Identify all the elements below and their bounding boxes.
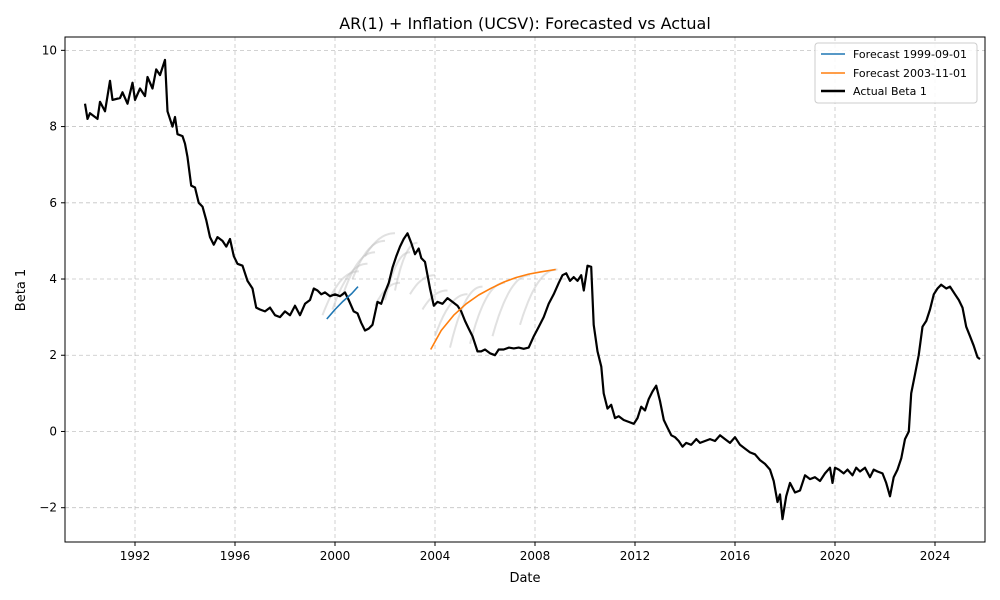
- y-tick-label: 4: [49, 272, 57, 286]
- forecast-2003-line: [429, 268, 556, 350]
- background-forecast-line: [341, 251, 376, 297]
- x-tick-label: 1996: [220, 549, 251, 563]
- background-forecast-line: [409, 274, 435, 295]
- x-tick-label: 2012: [620, 549, 651, 563]
- x-tick-label: 2004: [420, 549, 451, 563]
- series-layer: [83, 58, 981, 521]
- x-axis-title: Date: [509, 571, 540, 586]
- y-axis: −2 0 2 4 6 8 10: [39, 43, 65, 515]
- y-axis-title: Beta 1: [14, 269, 29, 311]
- background-forecast-line: [364, 232, 395, 257]
- background-forecast-line: [321, 270, 359, 316]
- x-tick-label: 2024: [920, 549, 951, 563]
- background-forecasts: [321, 232, 558, 348]
- y-tick-label: 0: [49, 424, 57, 438]
- chart-title: AR(1) + Inflation (UCSV): Forecasted vs …: [339, 14, 711, 33]
- grid-layer: [65, 37, 985, 542]
- actual-beta-line: [83, 58, 981, 521]
- legend-label-forecast-1999: Forecast 1999-09-01: [853, 48, 967, 61]
- plot-frame: [64, 36, 986, 543]
- background-forecast-line: [449, 285, 483, 348]
- legend-label-actual: Actual Beta 1: [853, 85, 927, 98]
- y-tick-label: 10: [42, 43, 57, 57]
- x-tick-label: 2016: [720, 549, 751, 563]
- background-forecast-line: [421, 289, 448, 311]
- y-tick-label: −2: [39, 501, 57, 515]
- x-tick-label: 2008: [520, 549, 551, 563]
- legend-box: [814, 42, 978, 104]
- y-tick-label: 6: [49, 196, 57, 210]
- legend-label-forecast-2003: Forecast 2003-11-01: [853, 67, 967, 80]
- y-tick-label: 8: [49, 120, 57, 134]
- background-forecast-line: [394, 241, 418, 291]
- x-tick-label: 1992: [120, 549, 151, 563]
- background-forecast-line: [351, 239, 385, 280]
- background-forecast-line: [491, 274, 531, 337]
- x-axis: 1992 1996 2000 2004 2008 2012 2016 2020 2024: [120, 542, 951, 563]
- y-tick-label: 2: [49, 348, 57, 362]
- x-tick-label: 2000: [320, 549, 351, 563]
- background-forecast-line: [434, 293, 468, 337]
- x-tick-label: 2020: [820, 549, 851, 563]
- legend: Forecast 1999-09-01 Forecast 2003-11-01 …: [814, 42, 978, 104]
- forecast-1999-line: [326, 286, 359, 320]
